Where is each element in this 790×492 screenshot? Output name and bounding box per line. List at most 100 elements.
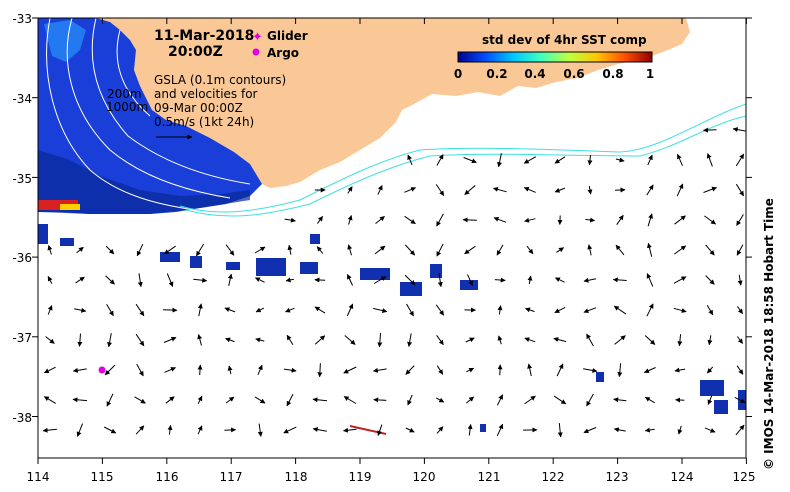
velocity-arrow: [524, 337, 536, 343]
velocity-arrow: [647, 213, 653, 227]
velocity-arrow: [705, 244, 715, 256]
glider-icon: ✦: [252, 30, 263, 45]
velocity-arrow: [673, 307, 687, 313]
velocity-arrow: [314, 335, 326, 345]
colorbar-ticks: 0 0.2 0.4 0.6 0.8 1: [454, 67, 654, 81]
velocity-arrow: [674, 367, 686, 373]
map-time: 20:00Z: [168, 44, 223, 60]
velocity-arrow: [407, 394, 413, 406]
velocity-arrow: [732, 127, 746, 133]
velocity-arrow: [314, 306, 326, 314]
velocity-arrow: [677, 334, 683, 347]
velocity-arrow: [613, 397, 627, 403]
velocity-arrow: [613, 427, 626, 433]
velocity-arrow: [585, 217, 596, 223]
velocity-arrow: [197, 303, 203, 317]
colorbar: [457, 51, 653, 63]
velocity-arrow: [496, 394, 504, 406]
velocity-arrow: [586, 393, 594, 407]
velocity-arrow: [377, 184, 383, 195]
velocity-arrow: [612, 277, 627, 283]
x-tick-label: 122: [542, 470, 565, 484]
velocity-arrow: [165, 396, 175, 404]
velocity-arrow: [706, 304, 714, 316]
velocity-arrow: [373, 307, 388, 314]
velocity-arrow: [317, 363, 323, 378]
velocity-arrow: [464, 185, 476, 195]
velocity-arrow: [524, 395, 536, 405]
velocity-arrow: [225, 244, 235, 256]
velocity-arrow: [107, 333, 113, 348]
imos-credit: © IMOS 14-Mar-2018 18:58 Hobart Time: [762, 198, 776, 470]
depth-label-200: 200m: [107, 87, 142, 101]
colorbar-tick: 0.8: [602, 67, 623, 81]
y-tick-label: -35: [12, 172, 32, 186]
colorbar-tick: 1: [646, 67, 654, 81]
velocity-arrow: [197, 334, 203, 346]
velocity-arrow: [76, 423, 84, 437]
velocity-arrow: [255, 307, 265, 313]
velocity-arrow: [43, 366, 56, 374]
velocity-arrow: [524, 217, 536, 223]
velocity-arrow: [527, 275, 533, 285]
velocity-arrow: [646, 273, 654, 287]
boundary-current: [179, 103, 746, 217]
gsla-line-1: GSLA (0.1m contours): [154, 73, 286, 87]
velocity-arrow: [375, 216, 385, 224]
velocity-arrow: [72, 367, 87, 373]
velocity-arrow: [583, 277, 597, 283]
velocity-arrow: [346, 303, 354, 317]
velocity-arrow: [736, 306, 744, 315]
velocity-arrow: [704, 427, 716, 433]
velocity-arrow: [406, 303, 414, 317]
x-tick-label: 124: [671, 470, 694, 484]
sst-data-shelf-dark: [38, 150, 250, 214]
velocity-arrow: [343, 427, 357, 433]
velocity-arrow: [254, 396, 266, 404]
x-tick-label: 114: [27, 470, 50, 484]
velocity-arrow: [496, 244, 504, 256]
velocity-arrow: [316, 246, 324, 254]
velocity-arrow: [72, 397, 88, 403]
colorbar-tick: 0.2: [486, 67, 507, 81]
velocity-arrow: [316, 215, 324, 224]
velocity-arrow: [163, 336, 177, 343]
velocity-arrow: [523, 187, 536, 193]
velocity-arrow: [736, 244, 744, 256]
velocity-arrow: [737, 274, 743, 286]
velocity-arrow: [106, 393, 114, 407]
velocity-arrow: [673, 276, 687, 284]
velocity-arrow: [467, 274, 473, 287]
velocity-arrow: [346, 274, 354, 286]
velocity-arrow: [227, 273, 233, 287]
bathymetry-contours: [46, 18, 251, 213]
velocity-arrow: [467, 424, 473, 436]
sst-hotspot-2: [60, 204, 80, 210]
velocity-arrow: [527, 363, 533, 377]
velocity-arrow: [587, 185, 593, 195]
velocity-arrow: [705, 275, 715, 285]
velocity-arrow: [493, 216, 507, 223]
velocity-arrow: [285, 277, 295, 283]
velocity-arrow: [136, 243, 144, 257]
legend-glider-label: Glider: [267, 29, 308, 43]
velocity-arrow: [163, 245, 176, 255]
velocity-arrow: [436, 243, 444, 257]
velocity-arrow: [466, 367, 475, 373]
velocity-arrow: [347, 244, 353, 256]
velocity-arrow: [312, 397, 328, 403]
velocity-arrow: [464, 245, 476, 255]
velocity-arrow: [285, 307, 295, 313]
velocity-arrow: [225, 396, 235, 404]
velocity-arrow: [404, 244, 416, 256]
velocity-vectors: [42, 127, 746, 438]
velocity-arrow: [163, 307, 178, 313]
velocity-arrow: [435, 184, 445, 197]
velocity-arrow: [583, 368, 598, 373]
velocity-arrow: [465, 337, 475, 343]
velocity-arrow: [644, 335, 656, 345]
velocity-arrow: [557, 423, 563, 438]
velocity-arrow: [75, 276, 85, 284]
x-tick-label: 121: [478, 470, 501, 484]
velocity-arrow: [525, 307, 535, 313]
